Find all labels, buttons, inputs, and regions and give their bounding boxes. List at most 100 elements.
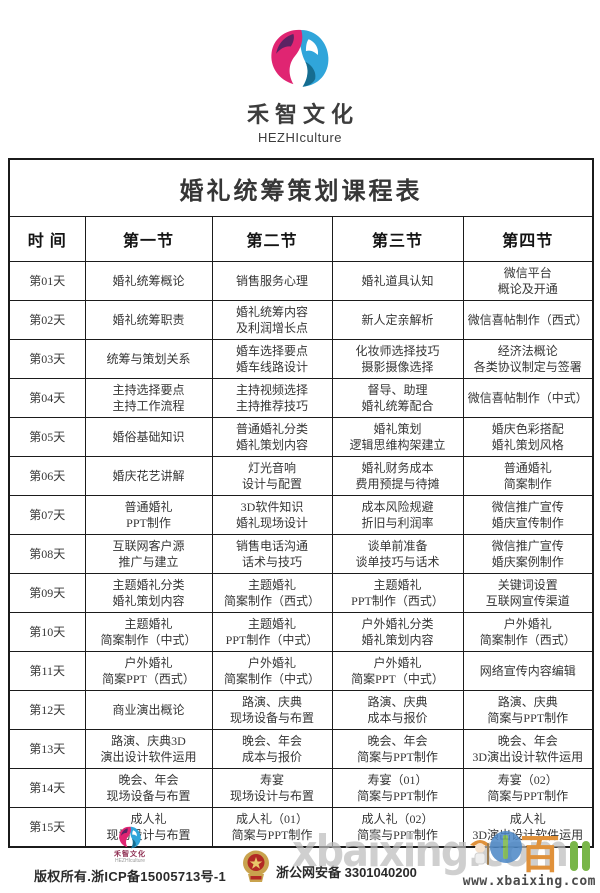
brand-subtitle: HEZHIculture xyxy=(257,130,343,145)
day-cell: 第07天 xyxy=(8,495,86,535)
day-cell: 第01天 xyxy=(8,261,86,301)
course-cell: 婚礼统筹概论 xyxy=(84,261,213,301)
table-row: 第08天 互联网客户源 推广与建立 销售电话沟通 话术与技巧 谈单前准备 谈单技巧与话术 微信… xyxy=(8,534,594,574)
day-cell: 第11天 xyxy=(8,651,86,691)
table-row: 第06天 婚庆花艺讲解 灯光音响 设计与配置 婚礼财务成本 费用预提与待摊 普通婚礼 简案制作 xyxy=(8,456,594,496)
course-cell: 婚礼财务成本 费用预提与待摊 xyxy=(331,456,464,496)
watermark-bai-glyph: 百 xyxy=(520,832,560,877)
police-record-block: 浙公网安备 3301040200 xyxy=(242,850,417,883)
table-row: 第12天 商业演出概论 路演、庆典 现场设备与布置 路演、庆典 成本与报价 路演、庆典 简案与… xyxy=(8,690,594,730)
watermark-url: www.xbaixing.com xyxy=(462,874,596,889)
table-row: 第07天 普通婚礼 PPT制作 3D软件知识 婚礼现场设计 成本风险规避 折旧与利润率 微信推… xyxy=(8,495,594,535)
watermark-text: xbaixing.com xyxy=(292,826,569,877)
course-cell: 成本风险规避 折旧与利润率 xyxy=(331,495,464,535)
course-cell: 普通婚礼分类 婚礼策划内容 xyxy=(211,417,333,457)
course-cell: 成人礼（01） 简案与PPT制作 xyxy=(211,807,333,848)
course-cell: 主题婚礼 简案制作（中式） xyxy=(84,612,213,652)
course-cell: 婚礼统筹内容 及利润增长点 xyxy=(211,300,333,340)
course-cell: 主持选择要点 主持工作流程 xyxy=(84,378,213,418)
watermark-farmer-icon xyxy=(470,840,490,865)
course-cell: 统筹与策划关系 xyxy=(84,339,213,379)
course-cell: 主题婚礼 PPT制作（西式） xyxy=(331,573,464,613)
watermark: xbaixing.com 百 www.xbaixing.com xyxy=(292,825,600,889)
footer-copyright-block: 禾智文化 HEZHIculture 版权所有.浙ICP备15005713号-1 xyxy=(28,826,232,885)
course-cell: 网络宣传内容编辑 xyxy=(462,651,594,691)
course-cell: 户外婚礼分类 婚礼策划内容 xyxy=(331,612,464,652)
course-cell: 灯光音响 设计与配置 xyxy=(211,456,333,496)
course-cell: 婚礼策划 逻辑思维构架建立 xyxy=(331,417,464,457)
course-cell: 晚会、年会 成本与报价 xyxy=(211,729,333,769)
course-cell: 商业演出概论 xyxy=(84,690,213,730)
police-record-text: 浙公网安备 3301040200 xyxy=(276,865,417,880)
course-cell: 微信平台 概论及开通 xyxy=(462,261,594,301)
day-cell: 第04天 xyxy=(8,378,86,418)
course-cell: 婚礼道具认知 xyxy=(331,261,464,301)
course-cell: 户外婚礼 简案PPT（西式） xyxy=(84,651,213,691)
day-cell: 第13天 xyxy=(8,729,86,769)
table-row: 第09天 主题婚礼分类 婚礼策划内容 主题婚礼 简案制作（西式） 主题婚礼 PPT制作（西式… xyxy=(8,573,594,613)
title-row: 婚礼统筹策划课程表 xyxy=(8,158,594,217)
course-cell: 成人礼（02） 简案与PPT制作 xyxy=(331,807,464,848)
course-cell: 3D软件知识 婚礼现场设计 xyxy=(211,495,333,535)
footer-brand-logo-icon xyxy=(117,826,143,851)
watermark-leaf-icon xyxy=(568,841,594,871)
day-cell: 第10天 xyxy=(8,612,86,652)
day-cell: 第02天 xyxy=(8,300,86,340)
course-cell: 普通婚礼 简案制作 xyxy=(462,456,594,496)
course-cell: 主题婚礼 PPT制作（中式） xyxy=(211,612,333,652)
column-header: 第四节 xyxy=(462,216,594,262)
header-row: 时 间第一节 第二节 第三节 第四节 xyxy=(8,216,594,262)
course-cell: 寿宴 现场设计与布置 xyxy=(211,768,333,808)
course-cell: 户外婚礼 简案制作（西式） xyxy=(462,612,594,652)
table-row: 第05天 婚俗基础知识 普通婚礼分类 婚礼策划内容 婚礼策划 逻辑思维构架建立 婚庆色彩搭配… xyxy=(8,417,594,457)
course-cell: 销售电话沟通 话术与技巧 xyxy=(211,534,333,574)
course-cell: 普通婚礼 PPT制作 xyxy=(84,495,213,535)
watermark-globe-icon xyxy=(490,831,522,863)
course-cell: 谈单前准备 谈单技巧与话术 xyxy=(331,534,464,574)
course-cell: 新人定亲解析 xyxy=(331,300,464,340)
day-cell: 第12天 xyxy=(8,690,86,730)
day-cell: 第14天 xyxy=(8,768,86,808)
brand-header: 禾智文化 HEZHIculture xyxy=(0,28,600,145)
course-cell: 晚会、年会 简案与PPT制作 xyxy=(331,729,464,769)
brand-name: 禾智文化 xyxy=(246,102,359,127)
table-title: 婚礼统筹策划课程表 xyxy=(8,158,594,217)
course-cell: 寿宴（01） 简案与PPT制作 xyxy=(331,768,464,808)
day-cell: 第03天 xyxy=(8,339,86,379)
table-row: 第13天 路演、庆典3D 演出设计软件运用 晚会、年会 成本与报价 晚会、年会 简案与PPT… xyxy=(8,729,594,769)
table-row: 第04天 主持选择要点 主持工作流程 主持视频选择 主持推荐技巧 督导、助理 婚礼统筹配合微… xyxy=(8,378,594,418)
column-header: 第一节 xyxy=(84,216,213,262)
course-cell: 化妆师选择技巧 摄影摄像选择 xyxy=(331,339,464,379)
police-badge-icon xyxy=(243,850,269,882)
course-cell: 关键词设置 互联网宣传渠道 xyxy=(462,573,594,613)
table-row: 第14天 晚会、年会 现场设备与布置 寿宴 现场设计与布置 寿宴（01） 简案与PPT制作寿… xyxy=(8,768,594,808)
day-cell: 第09天 xyxy=(8,573,86,613)
course-cell: 户外婚礼 简案制作（中式） xyxy=(211,651,333,691)
table-body: 第01天 婚礼统筹概论 销售服务心理 婚礼道具认知 微信平台 概论及开通 第02天 婚礼统筹职… xyxy=(8,261,594,848)
day-cell: 第06天 xyxy=(8,456,86,496)
course-cell: 婚庆色彩搭配 婚礼策划风格 xyxy=(462,417,594,457)
course-cell: 路演、庆典3D 演出设计软件运用 xyxy=(84,729,213,769)
table-row: 第02天 婚礼统筹职责 婚礼统筹内容 及利润增长点 新人定亲解析 微信喜帖制作（西式） xyxy=(8,300,594,340)
course-schedule-table: 婚礼统筹策划课程表 时 间第一节 第二节 第三节 第四节 第01天 婚礼统筹概论 销售服务… xyxy=(8,158,595,848)
course-cell: 微信喜帖制作（中式） xyxy=(462,378,594,418)
course-cell: 微信推广宣传 婚庆案例制作 xyxy=(462,534,594,574)
course-cell: 督导、助理 婚礼统筹配合 xyxy=(331,378,464,418)
course-cell: 主持视频选择 主持推荐技巧 xyxy=(211,378,333,418)
day-cell: 第15天 xyxy=(8,807,86,848)
table-row: 第03天 统筹与策划关系 婚车选择要点 婚车线路设计 化妆师选择技巧 摄影摄像选择 经济法概… xyxy=(8,339,594,379)
course-cell: 主题婚礼 简案制作（西式） xyxy=(211,573,333,613)
course-cell: 经济法概论 各类协议制定与签署 xyxy=(462,339,594,379)
course-cell: 成人礼 3D演出设计软件运用 xyxy=(462,807,594,848)
course-cell: 晚会、年会 3D演出设计软件运用 xyxy=(462,729,594,769)
footer-brand-name: 禾智文化 xyxy=(114,850,146,858)
course-cell: 路演、庆典 现场设备与布置 xyxy=(211,690,333,730)
course-cell: 婚俗基础知识 xyxy=(84,417,213,457)
course-cell: 微信推广宣传 婚庆宣传制作 xyxy=(462,495,594,535)
day-cell: 第08天 xyxy=(8,534,86,574)
table-row: 第01天 婚礼统筹概论 销售服务心理 婚礼道具认知 微信平台 概论及开通 xyxy=(8,261,594,301)
column-header: 时 间 xyxy=(8,216,86,262)
course-cell: 寿宴（02） 简案与PPT制作 xyxy=(462,768,594,808)
course-cell: 微信喜帖制作（西式） xyxy=(462,300,594,340)
